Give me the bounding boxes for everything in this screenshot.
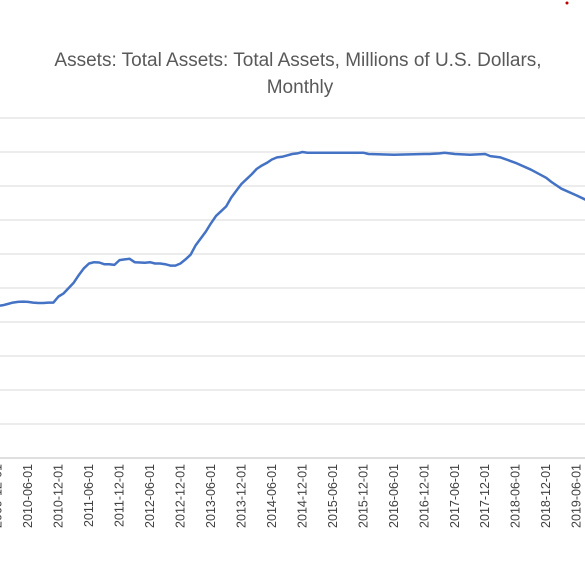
corner-marker xyxy=(565,1,569,5)
x-tick-label: 2017-12-01 xyxy=(478,464,492,528)
x-tick-label: 2010-06-01 xyxy=(21,464,35,528)
x-tick-label: 2019-06-01 xyxy=(570,464,584,528)
chart-title-line-2: Monthly xyxy=(267,77,334,98)
plot-area xyxy=(0,150,585,307)
gridlines xyxy=(0,117,585,459)
x-tick-label: 2015-06-01 xyxy=(326,464,340,528)
x-tick-label: 2013-06-01 xyxy=(204,464,218,528)
x-tick-label: 2014-06-01 xyxy=(265,464,279,528)
series-line-0 xyxy=(0,150,585,307)
x-tick-label: 2018-12-01 xyxy=(539,464,553,528)
x-tick-label: 2014-12-01 xyxy=(295,464,309,528)
x-tick-label: 2017-06-01 xyxy=(448,464,462,528)
x-tick-label: 2011-06-01 xyxy=(82,464,96,527)
x-tick-label: 2018-06-01 xyxy=(509,464,523,528)
x-tick-label: 2013-12-01 xyxy=(234,464,248,528)
x-tick-label: 2009-12-01 xyxy=(0,464,5,528)
x-tick-label: 2016-12-01 xyxy=(417,464,431,528)
chart-title: Assets: Total Assets: Total Assets, Mill… xyxy=(54,50,541,98)
x-tick-label: 2012-12-01 xyxy=(173,464,187,528)
x-tick-label: 2012-06-01 xyxy=(143,464,157,528)
chart-title-line-1: Assets: Total Assets: Total Assets, Mill… xyxy=(54,50,541,71)
x-axis-tick-labels: 2009-12-01 2010-06-01 2010-12-01 2011-06-01… xyxy=(0,464,584,528)
x-tick-label: 2015-12-01 xyxy=(356,464,370,528)
x-tick-label: 2010-12-01 xyxy=(52,464,66,528)
x-tick-label: 2016-06-01 xyxy=(387,464,401,528)
x-tick-label: 2011-12-01 xyxy=(113,464,127,527)
